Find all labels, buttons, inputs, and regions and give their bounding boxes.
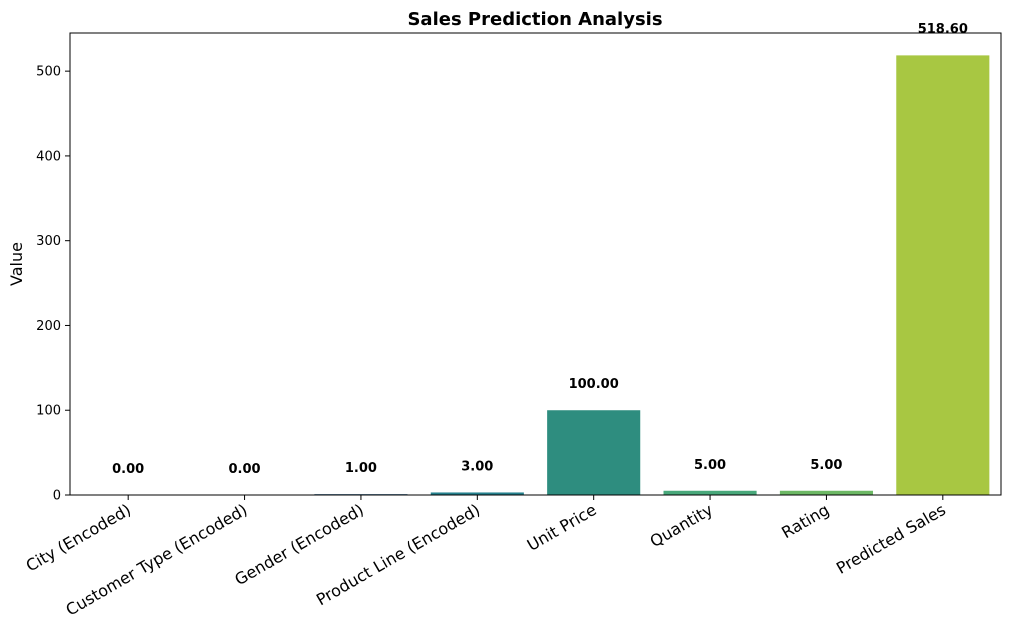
data-label-4: 100.00 xyxy=(569,377,619,392)
data-label-5: 5.00 xyxy=(694,458,726,473)
data-label-6: 5.00 xyxy=(810,458,842,473)
x-tick-label-0: City (Encoded) xyxy=(23,500,135,575)
x-tick-label-1: Customer Type (Encoded) xyxy=(63,500,251,620)
data-label-1: 0.00 xyxy=(229,462,261,477)
bar-6 xyxy=(779,490,873,495)
plot-frame xyxy=(69,32,1002,496)
y-tick-label-4: 400 xyxy=(36,149,61,164)
x-tick-label-7: Predicted Sales xyxy=(833,500,949,578)
data-label-0: 0.00 xyxy=(112,462,144,477)
y-tick-label-0: 0 xyxy=(53,489,61,504)
y-tick-label-5: 500 xyxy=(36,65,61,80)
chart-title: Sales Prediction Analysis xyxy=(407,9,662,30)
bar-3 xyxy=(430,492,524,495)
data-label-7: 518.60 xyxy=(918,22,968,37)
y-axis-label: Value xyxy=(7,242,26,286)
x-tick-label-4: Unit Price xyxy=(524,500,600,555)
y-axis-ticks: 0 100 200 300 400 500 xyxy=(36,65,70,504)
bar-7 xyxy=(896,55,990,495)
x-axis-ticks: City (Encoded)Customer Type (Encoded)Gen… xyxy=(23,495,949,620)
x-tick-label-6: Rating xyxy=(778,500,832,542)
data-label-3: 3.00 xyxy=(461,459,493,474)
bar-5 xyxy=(663,490,757,495)
y-tick-label-3: 300 xyxy=(36,234,61,249)
data-label-2: 1.00 xyxy=(345,461,377,476)
y-tick-label-1: 100 xyxy=(36,404,61,419)
x-tick-label-5: Quantity xyxy=(647,500,716,551)
bar-4 xyxy=(547,410,641,495)
data-labels-group: 0.00 0.00 1.00 3.00 100.00 5.00 5.00 518.60 xyxy=(112,22,968,477)
y-tick-label-2: 200 xyxy=(36,319,61,334)
bars-group xyxy=(314,55,990,495)
